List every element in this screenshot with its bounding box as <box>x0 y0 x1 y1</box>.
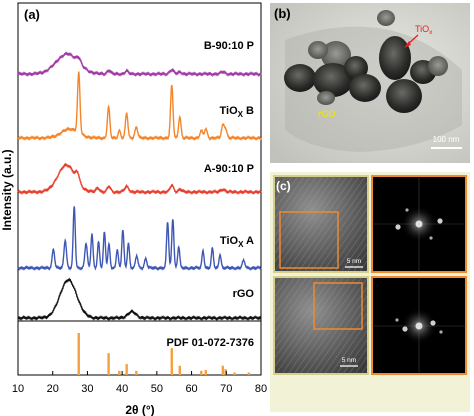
series-line-b-90-10-p <box>17 51 262 78</box>
x-axis-ticks: 10 20 30 40 50 60 70 80 <box>12 371 267 395</box>
tem-nanoparticles <box>284 10 448 113</box>
hrtem-selection-top <box>279 211 339 269</box>
fft-spot <box>437 218 443 224</box>
tem-panel: (b) TiOx rGO 100 nm <box>270 3 470 163</box>
tiox-arrowhead <box>404 41 411 48</box>
fft-spot <box>439 330 443 334</box>
tem-scale-bar-label: 100 nm <box>433 135 460 144</box>
reference-pattern-frame <box>17 320 262 376</box>
series-label: A-90:10 P <box>204 163 254 175</box>
reference-stick <box>125 364 128 375</box>
x-tick-label: 40 <box>116 383 128 395</box>
y-axis-label: Intensity (a.u.) <box>0 149 14 230</box>
fft-spot <box>429 236 433 240</box>
reference-stick <box>224 369 227 375</box>
hrtem-fft-panel: 5 nm 5 nm (c) <box>270 172 470 412</box>
series-line-rgo <box>17 277 262 322</box>
fft-spot <box>395 224 401 230</box>
hrtem-selection-bottom <box>313 282 363 330</box>
reference-stick <box>107 353 110 375</box>
fft-spot <box>430 320 436 326</box>
hrtem-scale-label-top: 5 nm <box>347 258 361 265</box>
x-tick-label: 60 <box>185 383 197 395</box>
x-tick-label: 30 <box>81 383 93 395</box>
hrtem-lattice-top <box>274 176 368 272</box>
x-tick-label: 70 <box>220 383 232 395</box>
fft-spot <box>395 318 399 322</box>
reference-stick <box>77 333 80 375</box>
panel-a-label: (a) <box>24 7 40 22</box>
x-tick-label: 10 <box>12 383 24 395</box>
fft-spot <box>402 326 408 332</box>
x-axis-label: 2θ (°) <box>125 403 154 416</box>
reference-stick <box>247 372 251 375</box>
x-tick-label: 20 <box>47 383 59 395</box>
series-line-tiox-b <box>17 71 262 142</box>
reference-layer: PDF 01-072-7376 <box>77 333 254 375</box>
reference-stick <box>233 372 236 375</box>
xrd-panel: PDF 01-072-7376 10 20 30 40 50 60 70 80 (a) B-9… <box>0 2 267 416</box>
reference-stick <box>221 365 225 375</box>
hrtem-scale-label-bottom: 5 nm <box>342 357 356 364</box>
x-tick-label: 50 <box>151 383 163 395</box>
series-label: rGO <box>233 288 255 300</box>
reference-stick <box>170 348 173 375</box>
reference-stick <box>118 370 121 375</box>
rgo-region-label: rGO <box>318 109 336 119</box>
series-layer <box>17 51 262 322</box>
series-labels: B-90:10 P TiOX B A-90:10 P TiOX A rGO <box>204 40 255 300</box>
tiox-annotation: TiOx <box>415 24 433 36</box>
fft-spot <box>405 208 409 212</box>
series-label: TiOX A <box>220 235 254 249</box>
reference-stick <box>204 369 207 375</box>
reference-label: PDF 01-072-7376 <box>167 337 254 349</box>
fft-spot <box>415 220 423 228</box>
series-label: B-90:10 P <box>204 40 254 52</box>
reference-stick <box>135 370 138 375</box>
series-line-a-90-10-p <box>17 162 262 196</box>
fft-spot <box>415 322 423 330</box>
reference-stick <box>200 370 203 375</box>
x-tick-label: 80 <box>255 383 267 395</box>
panel-c-label: (c) <box>276 179 291 193</box>
reference-stick <box>178 365 181 375</box>
series-line-tiox-a <box>17 206 262 272</box>
panel-b-label: (b) <box>274 6 291 21</box>
hrtem-lattice-bottom <box>274 277 368 374</box>
series-label: TiOX B <box>220 105 255 119</box>
